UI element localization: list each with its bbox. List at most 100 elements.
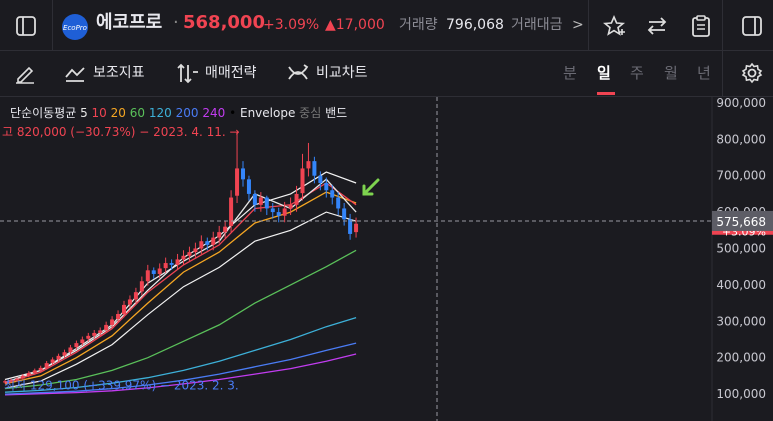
panel-icon[interactable] — [741, 15, 763, 37]
header-bar — [0, 0, 773, 51]
crosshair-label: 575,668 — [716, 215, 766, 229]
compare-button[interactable]: 비교차트 — [316, 65, 368, 81]
ma-line — [4, 191, 357, 385]
candle-body — [127, 299, 132, 305]
draw-icon[interactable] — [14, 62, 36, 84]
envelope-line — [4, 171, 357, 381]
candle-body — [80, 339, 85, 344]
candle-body — [294, 193, 299, 205]
legend-item: 중심 — [299, 106, 321, 120]
candle-body — [175, 259, 180, 265]
candle-body — [282, 208, 287, 216]
candle-body — [169, 263, 174, 265]
candle-body — [258, 197, 263, 205]
candle-body — [14, 378, 19, 381]
candle-body — [98, 330, 103, 333]
candle-body — [193, 248, 198, 253]
period-tab[interactable]: 월 — [664, 64, 678, 82]
compare-icon[interactable] — [287, 63, 311, 83]
volume: 796,068 — [446, 17, 504, 33]
candle-body — [26, 372, 31, 376]
candle-body — [50, 359, 55, 363]
candle-body — [38, 367, 43, 371]
y-tick-label: 200,000 — [716, 351, 766, 365]
amount-label: 거래대금 — [511, 17, 563, 33]
candle-body — [235, 168, 240, 196]
y-tick-label: 800,000 — [716, 132, 766, 146]
candle-body — [32, 370, 37, 373]
candle-body — [86, 335, 91, 339]
candle-body — [199, 241, 204, 249]
candle-body — [330, 190, 335, 198]
y-tick-label: 700,000 — [716, 169, 766, 183]
stock-name: 에코프로 — [96, 12, 163, 33]
candle-body — [205, 241, 210, 245]
candle-body — [354, 223, 359, 233]
candle-body — [163, 263, 168, 269]
candle-body — [300, 168, 305, 194]
legend-item: 60 — [130, 106, 145, 120]
candle-body — [44, 363, 49, 368]
candle-body — [3, 381, 7, 383]
candle-body — [122, 304, 126, 315]
legend-item: 240 — [202, 106, 225, 120]
ma-line — [4, 342, 357, 395]
candle-body — [104, 324, 109, 331]
legend-item: 200 — [176, 106, 199, 120]
candle-body — [324, 182, 329, 191]
candle-body — [318, 175, 323, 183]
logo-text: EcoPro — [63, 24, 87, 32]
period-tab[interactable]: 일 — [597, 64, 611, 82]
candle-body — [241, 168, 245, 180]
period-tab[interactable]: 주 — [630, 64, 644, 82]
candle-body — [312, 161, 317, 176]
strategy-icon[interactable] — [176, 62, 200, 84]
settings-icon[interactable] — [741, 62, 763, 84]
candle-body — [133, 292, 138, 300]
candle-body — [56, 355, 61, 360]
favorite-icon[interactable] — [603, 15, 627, 37]
indicator-button[interactable]: 보조지표 — [93, 65, 145, 81]
candle-body — [181, 255, 186, 260]
indicator-icon[interactable] — [64, 63, 88, 83]
candle-body — [270, 208, 275, 213]
clipboard-icon[interactable] — [690, 14, 712, 38]
candle-body — [342, 208, 347, 220]
candle-body — [151, 270, 156, 274]
crosshair-label-box — [712, 210, 773, 231]
plot: 900,000800,000700,000600,000500,000400,0… — [0, 97, 773, 421]
candle-body — [348, 219, 353, 234]
candle-body — [62, 352, 67, 356]
sidebar-icon[interactable] — [15, 15, 37, 37]
candle-body — [229, 197, 234, 226]
stock-logo: EcoPro — [62, 14, 88, 40]
period-tab[interactable]: 분 — [563, 64, 577, 82]
candle-body — [92, 332, 97, 336]
y-tick-label: 100,000 — [716, 387, 766, 401]
candle-body — [74, 343, 79, 348]
change: ▲17,000 — [325, 17, 385, 33]
candle-body — [223, 226, 228, 233]
ma-line — [4, 249, 357, 390]
active-tab-underline — [597, 92, 615, 95]
y-tick-label: 400,000 — [716, 278, 766, 292]
divider — [722, 0, 723, 97]
y-tick-label: 500,000 — [716, 241, 766, 255]
low-annotation: 최저 129,100 (+339.97%) − 2023. 2. 3. — [4, 378, 239, 392]
candle-body — [20, 375, 25, 379]
candle-body — [110, 319, 115, 325]
change-pct: +3.09% — [263, 17, 320, 33]
candle-body — [211, 237, 216, 245]
legend-item: 10 — [92, 106, 107, 120]
more-button[interactable]: > — [572, 17, 584, 33]
swap-icon[interactable] — [646, 15, 668, 37]
y-tick-label: 300,000 — [716, 314, 766, 328]
candle-body — [68, 347, 73, 353]
strategy-button[interactable]: 매매전략 — [205, 65, 257, 81]
period-tab[interactable]: 년 — [697, 64, 711, 82]
candle-body — [288, 204, 293, 209]
volume-label: 거래량 — [399, 17, 438, 33]
candle-body — [246, 179, 251, 194]
candle-body — [139, 281, 144, 292]
